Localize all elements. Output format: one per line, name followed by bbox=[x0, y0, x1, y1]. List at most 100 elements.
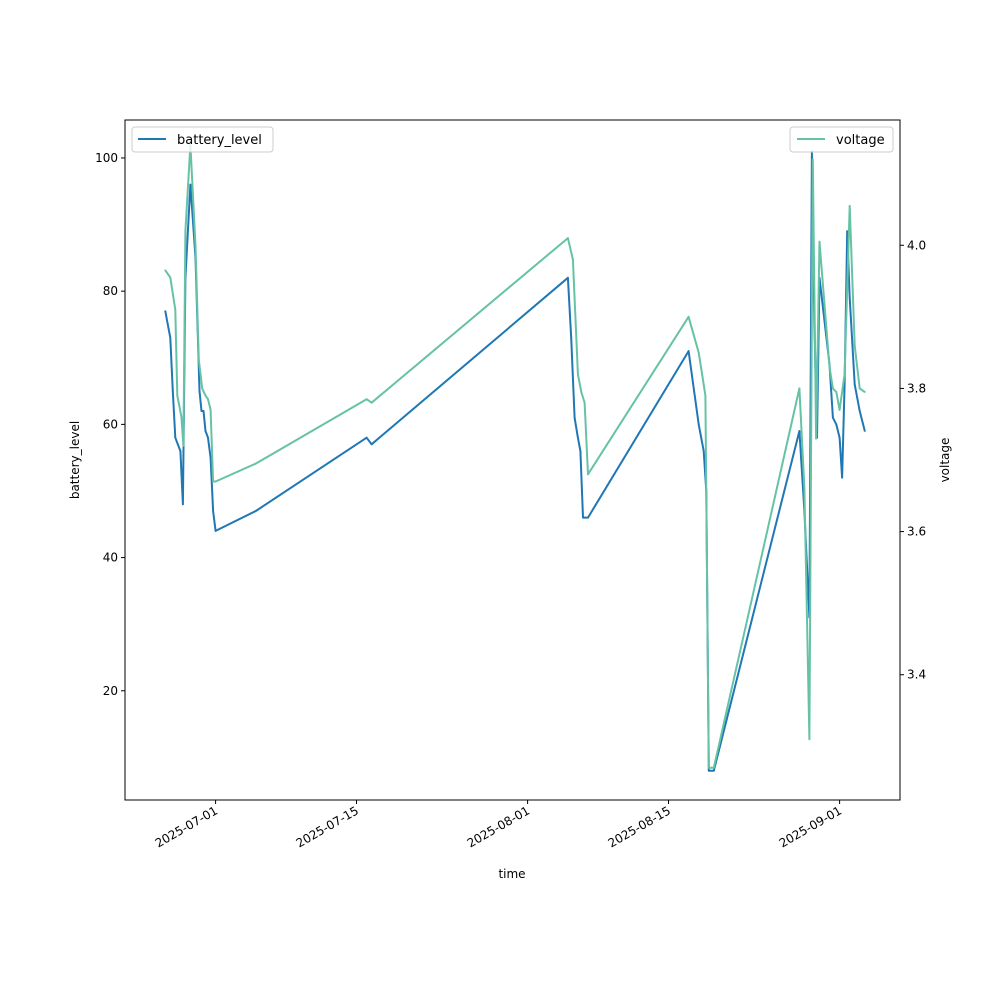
data-point-battery-level bbox=[798, 430, 801, 432]
y-tick-label: 60 bbox=[103, 417, 118, 431]
data-point-battery-level bbox=[846, 230, 849, 233]
y2-tick-label: 4.0 bbox=[907, 238, 926, 252]
data-point-battery-level bbox=[577, 436, 579, 439]
y2-axis-label: voltage bbox=[938, 438, 952, 483]
data-point-battery-level bbox=[214, 530, 217, 532]
y2-tick-label: 3.6 bbox=[907, 525, 926, 539]
data-point-battery-level bbox=[570, 336, 573, 339]
legend-box bbox=[131, 126, 274, 153]
legend-label: battery_level bbox=[177, 133, 262, 148]
plot-frame bbox=[124, 119, 901, 801]
data-point-battery-level bbox=[702, 450, 705, 452]
legend-box bbox=[789, 126, 894, 153]
data-point-voltage bbox=[835, 391, 838, 393]
data-point-voltage bbox=[818, 240, 821, 243]
data-point-battery-level bbox=[858, 410, 861, 412]
data-point-voltage bbox=[577, 373, 579, 375]
data-point-battery-level bbox=[176, 443, 179, 446]
data-point-battery-level bbox=[567, 276, 569, 279]
data-point-voltage bbox=[697, 351, 700, 354]
data-point-voltage bbox=[687, 315, 690, 318]
data-point-voltage bbox=[712, 766, 715, 769]
data-point-voltage bbox=[701, 373, 703, 375]
data-point-battery-level bbox=[853, 383, 856, 386]
data-point-voltage bbox=[201, 387, 204, 390]
data-point-voltage bbox=[194, 244, 197, 247]
data-point-battery-level bbox=[863, 430, 866, 432]
data-point-battery-level bbox=[174, 436, 177, 439]
data-point-battery-level bbox=[365, 436, 368, 439]
data-point-voltage bbox=[843, 373, 846, 375]
data-point-voltage bbox=[176, 394, 179, 397]
data-point-voltage bbox=[572, 258, 574, 261]
data-point-voltage bbox=[204, 394, 207, 397]
data-point-battery-level bbox=[841, 476, 843, 479]
data-point-battery-level bbox=[207, 436, 209, 439]
data-point-voltage bbox=[174, 308, 177, 311]
data-point-battery-level bbox=[189, 183, 192, 186]
data-point-voltage bbox=[832, 387, 834, 390]
y-tick-label: 100 bbox=[95, 151, 118, 165]
data-point-voltage bbox=[707, 766, 710, 769]
data-point-voltage bbox=[212, 480, 215, 483]
y2-tick-label: 3.4 bbox=[907, 668, 926, 682]
data-point-voltage bbox=[178, 405, 181, 408]
data-point-battery-level bbox=[832, 416, 834, 419]
data-point-voltage bbox=[704, 394, 707, 397]
data-point-battery-level bbox=[587, 516, 589, 519]
data-point-voltage bbox=[580, 391, 583, 393]
data-point-voltage bbox=[811, 158, 814, 161]
data-point-voltage bbox=[567, 237, 569, 240]
data-point-battery-level bbox=[700, 436, 703, 439]
data-point-battery-level bbox=[838, 436, 841, 439]
data-point-voltage bbox=[583, 401, 586, 404]
y-axis-label: battery_level bbox=[68, 421, 82, 499]
data-point-battery-level bbox=[707, 769, 710, 772]
x-axis-label: time bbox=[498, 867, 525, 881]
series-line-battery-level bbox=[164, 150, 866, 772]
data-point-voltage bbox=[798, 387, 801, 390]
legend-label: voltage bbox=[836, 133, 885, 148]
data-point-battery-level bbox=[204, 430, 207, 432]
data-point-voltage bbox=[848, 205, 851, 207]
data-point-voltage bbox=[808, 738, 811, 741]
data-point-voltage bbox=[863, 391, 866, 393]
data-point-battery-level bbox=[212, 510, 215, 512]
data-point-voltage bbox=[169, 276, 172, 279]
data-point-battery-level bbox=[209, 456, 212, 459]
data-point-battery-level bbox=[198, 390, 201, 392]
data-point-battery-level bbox=[687, 350, 690, 352]
y-tick-label: 20 bbox=[103, 684, 118, 698]
data-point-battery-level bbox=[573, 416, 576, 419]
data-point-battery-level bbox=[848, 296, 851, 299]
y2-tick-label: 3.8 bbox=[907, 381, 926, 395]
y-tick-label: 80 bbox=[103, 284, 118, 298]
data-point-battery-level bbox=[370, 443, 373, 446]
data-point-voltage bbox=[182, 444, 185, 447]
data-point-voltage bbox=[254, 462, 257, 465]
data-point-voltage bbox=[853, 344, 856, 347]
data-point-voltage bbox=[858, 387, 861, 390]
legend-voltage: voltage bbox=[789, 126, 894, 153]
y-tick-label: 40 bbox=[103, 551, 118, 565]
data-point-voltage bbox=[184, 230, 187, 232]
data-point-voltage bbox=[209, 409, 212, 411]
data-point-voltage bbox=[815, 437, 817, 440]
data-point-battery-level bbox=[202, 410, 205, 412]
data-point-battery-level bbox=[171, 390, 174, 392]
plot-layer bbox=[164, 144, 866, 772]
data-point-voltage bbox=[180, 416, 183, 418]
data-point-voltage bbox=[197, 358, 200, 361]
data-point-voltage bbox=[828, 366, 831, 368]
data-point-voltage bbox=[370, 401, 373, 404]
data-point-voltage bbox=[365, 398, 368, 401]
data-point-battery-level bbox=[712, 769, 715, 772]
data-point-battery-level bbox=[584, 516, 587, 519]
data-point-battery-level bbox=[164, 310, 167, 312]
data-point-battery-level bbox=[579, 450, 582, 452]
legend-battery-level: battery_level bbox=[131, 126, 274, 153]
data-point-voltage bbox=[207, 398, 209, 401]
